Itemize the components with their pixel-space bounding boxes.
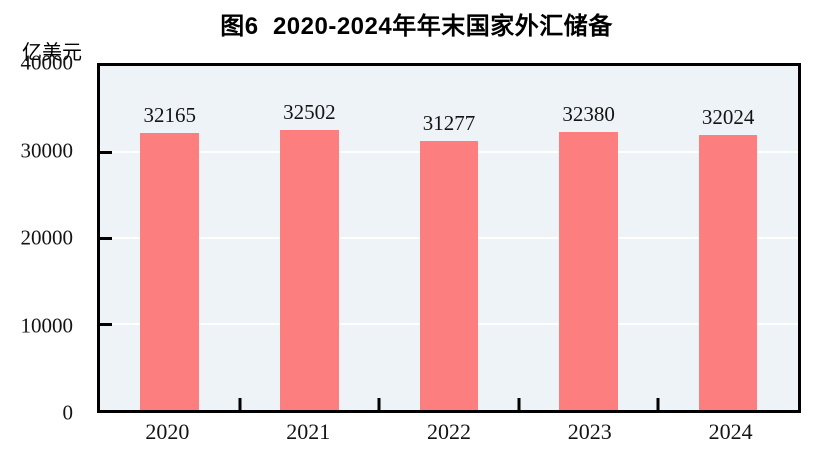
- bar-2021: [280, 130, 339, 410]
- y-tick-label: 30000: [20, 138, 74, 162]
- bar-2023: [559, 131, 618, 410]
- y-axis-tick: [100, 323, 112, 326]
- x-tick-label: 2020: [145, 419, 190, 444]
- bar-value-label: 32165: [143, 103, 197, 128]
- bar-column-2020: 32165: [100, 66, 240, 410]
- x-tick-label: 2023: [567, 419, 612, 444]
- bar-value-label: 31277: [422, 111, 476, 136]
- x-tick-label: 2021: [286, 419, 331, 444]
- x-axis-tick: [377, 398, 381, 410]
- bar-column-2023: 32380: [519, 66, 659, 410]
- bar-2020: [140, 133, 200, 410]
- x-axis-tick: [238, 398, 242, 410]
- plot-area: 32165 32502 31277 32380 32024: [97, 63, 801, 413]
- y-axis-unit-label: 亿美元: [22, 42, 82, 64]
- x-axis: 2020 2021 2022 2023 2024: [97, 419, 801, 445]
- x-axis-tick: [656, 398, 660, 410]
- bar-2022: [419, 141, 479, 410]
- y-axis-tick: [100, 151, 112, 154]
- chart-title: 图6 2020-2024年年末国家外汇储备: [220, 13, 613, 40]
- bars-group: 32165 32502 31277 32380 32024: [100, 66, 798, 410]
- bar-column-2022: 31277: [379, 66, 519, 410]
- x-tick-label: 2022: [426, 419, 471, 444]
- bar-value-label: 32380: [562, 101, 615, 126]
- x-axis-tick: [517, 398, 521, 410]
- bar-value-label: 32024: [701, 104, 755, 129]
- y-tick-label: 10000: [20, 313, 74, 337]
- x-tick-label: 2024: [708, 419, 753, 444]
- y-axis: 40000 30000 20000 10000 0: [0, 51, 85, 425]
- bar-column-2024: 32024: [658, 66, 798, 410]
- y-tick-label: 0: [62, 400, 74, 425]
- y-tick-label: 20000: [20, 225, 74, 250]
- bar-column-2021: 32502: [240, 66, 380, 410]
- bar-2024: [698, 134, 758, 410]
- y-tick-label: 40000: [20, 50, 74, 75]
- bar-value-label: 32502: [283, 100, 336, 125]
- y-axis-tick: [100, 237, 112, 240]
